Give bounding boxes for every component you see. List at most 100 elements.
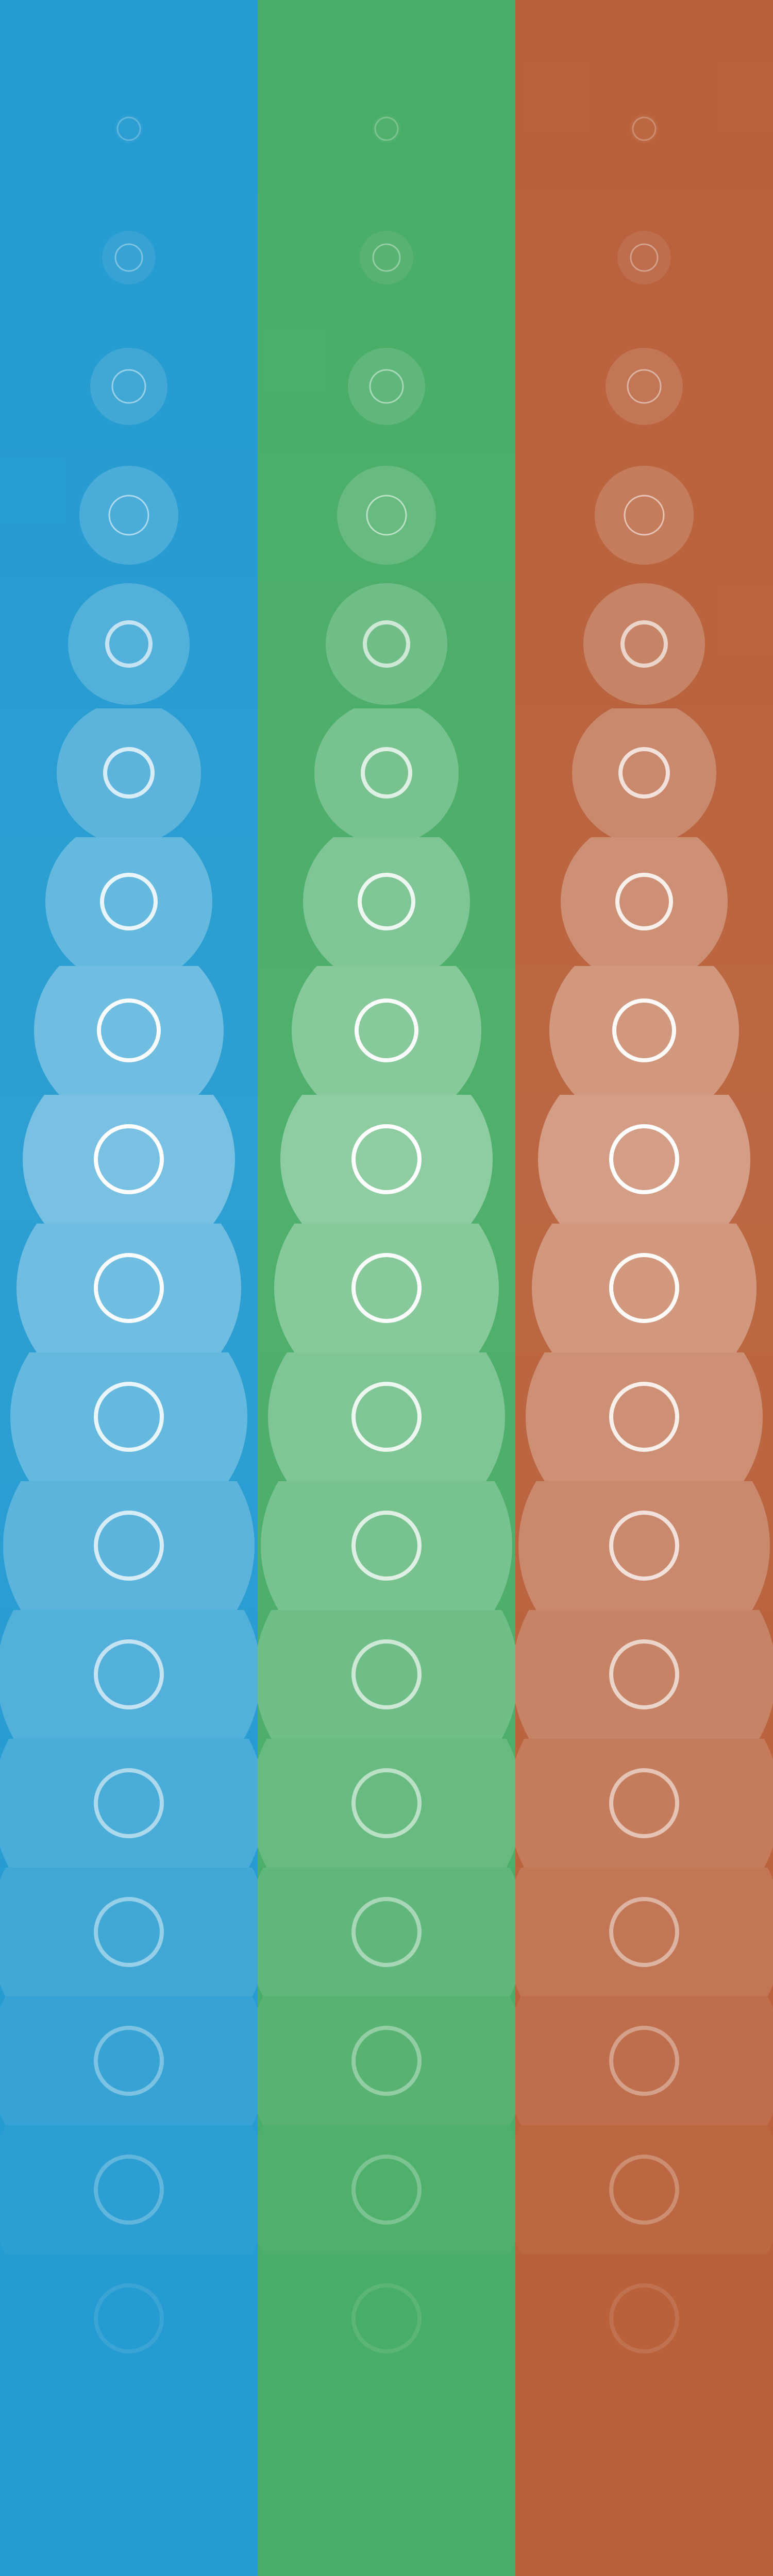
pattern-row	[90, 348, 167, 425]
pattern-row	[0, 1868, 258, 1996]
ring-icon	[351, 1768, 422, 1838]
orange-background	[515, 0, 773, 2576]
pattern-row	[314, 708, 459, 837]
pattern-row	[515, 1868, 773, 1996]
ring-icon	[609, 1253, 679, 1323]
disc-shape	[16, 1224, 241, 1352]
disc-shape	[34, 966, 224, 1095]
pattern-row	[515, 1095, 773, 1224]
disc-shape	[526, 1352, 763, 1481]
disc-shape	[595, 466, 694, 565]
disc-shape	[303, 837, 470, 966]
disc-shape	[515, 1739, 773, 1868]
disc-shape	[372, 114, 401, 143]
ring-icon	[100, 873, 158, 930]
ring-icon	[620, 620, 668, 668]
pattern-row	[3, 1481, 255, 1610]
disc-shape	[532, 1224, 757, 1352]
disc-shape	[258, 2125, 515, 2254]
pattern-row	[549, 966, 739, 1095]
disc-shape	[3, 1481, 255, 1610]
disc-shape	[518, 1481, 770, 1610]
disc-shape	[314, 708, 459, 837]
pattern-row	[258, 1996, 515, 2125]
ring-icon	[94, 2283, 164, 2353]
disc-shape	[57, 708, 201, 837]
ring-icon	[97, 998, 161, 1062]
disc-shape	[515, 1610, 773, 1739]
disc-shape	[606, 348, 683, 425]
ring-icon	[363, 620, 410, 668]
ring-icon	[358, 873, 415, 930]
disc-shape	[45, 837, 212, 966]
disc-shape	[515, 1996, 773, 2125]
disc-shape	[572, 708, 716, 837]
disc-shape	[0, 1610, 258, 1739]
ring-icon	[618, 747, 670, 799]
orange-column	[515, 0, 773, 2576]
ring-icon	[94, 1897, 164, 1967]
pattern-row	[10, 1352, 247, 1481]
pattern-row	[372, 114, 401, 143]
orange-pattern	[515, 0, 773, 2576]
disc-shape	[68, 583, 190, 705]
green-pattern	[258, 0, 515, 2576]
pattern-row	[57, 708, 201, 837]
ring-icon	[111, 369, 146, 404]
ring-icon	[94, 1511, 164, 1581]
ring-icon	[624, 495, 665, 536]
pattern-row	[114, 114, 143, 143]
ring-icon	[94, 1639, 164, 1709]
disc-shape	[268, 1352, 505, 1481]
disc-shape	[348, 348, 425, 425]
ring-icon	[609, 2155, 679, 2225]
ring-icon	[114, 243, 143, 272]
pattern-row	[0, 1610, 258, 1739]
disc-shape	[114, 114, 143, 143]
ring-icon	[609, 2283, 679, 2353]
disc-shape	[10, 1352, 247, 1481]
row-band	[515, 1095, 773, 1224]
disc-shape	[515, 2125, 773, 2254]
pattern-row	[518, 1481, 770, 1610]
pattern-row	[617, 231, 671, 284]
blue-column	[0, 0, 258, 2576]
ring-icon	[609, 1124, 679, 1194]
disc-shape	[79, 466, 178, 565]
ring-icon	[355, 998, 418, 1062]
disc-shape	[515, 1868, 773, 1996]
disc-shape	[0, 1996, 258, 2125]
ring-icon	[366, 495, 407, 536]
disc-shape	[549, 966, 739, 1095]
disc-shape	[538, 1095, 750, 1224]
pattern-row	[561, 837, 728, 966]
ring-icon	[609, 1768, 679, 1838]
disc-shape	[0, 1739, 258, 1868]
disc-shape	[102, 231, 156, 284]
ring-icon	[351, 1382, 422, 1452]
pattern-row	[79, 466, 178, 565]
ring-icon	[612, 998, 676, 1062]
pattern-row	[337, 466, 436, 565]
pattern-row	[268, 1352, 505, 1481]
ring-icon	[609, 1897, 679, 1967]
row-band	[0, 1095, 258, 1224]
pattern-row	[258, 1095, 515, 1224]
pattern-row	[261, 1481, 512, 1610]
disc-shape	[0, 1868, 258, 1996]
ring-icon	[94, 1124, 164, 1194]
ring-icon	[351, 2283, 422, 2353]
ring-icon	[351, 1897, 422, 1967]
green-column	[258, 0, 515, 2576]
pattern-row	[606, 348, 683, 425]
disc-shape	[23, 1095, 235, 1224]
pattern-row	[609, 2283, 679, 2353]
ring-icon	[105, 620, 153, 668]
ring-icon	[94, 2155, 164, 2225]
pattern-row	[326, 583, 447, 705]
ring-icon	[351, 1253, 422, 1323]
ring-icon	[609, 2026, 679, 2096]
ring-icon	[351, 2026, 422, 2096]
ring-icon	[351, 2155, 422, 2225]
